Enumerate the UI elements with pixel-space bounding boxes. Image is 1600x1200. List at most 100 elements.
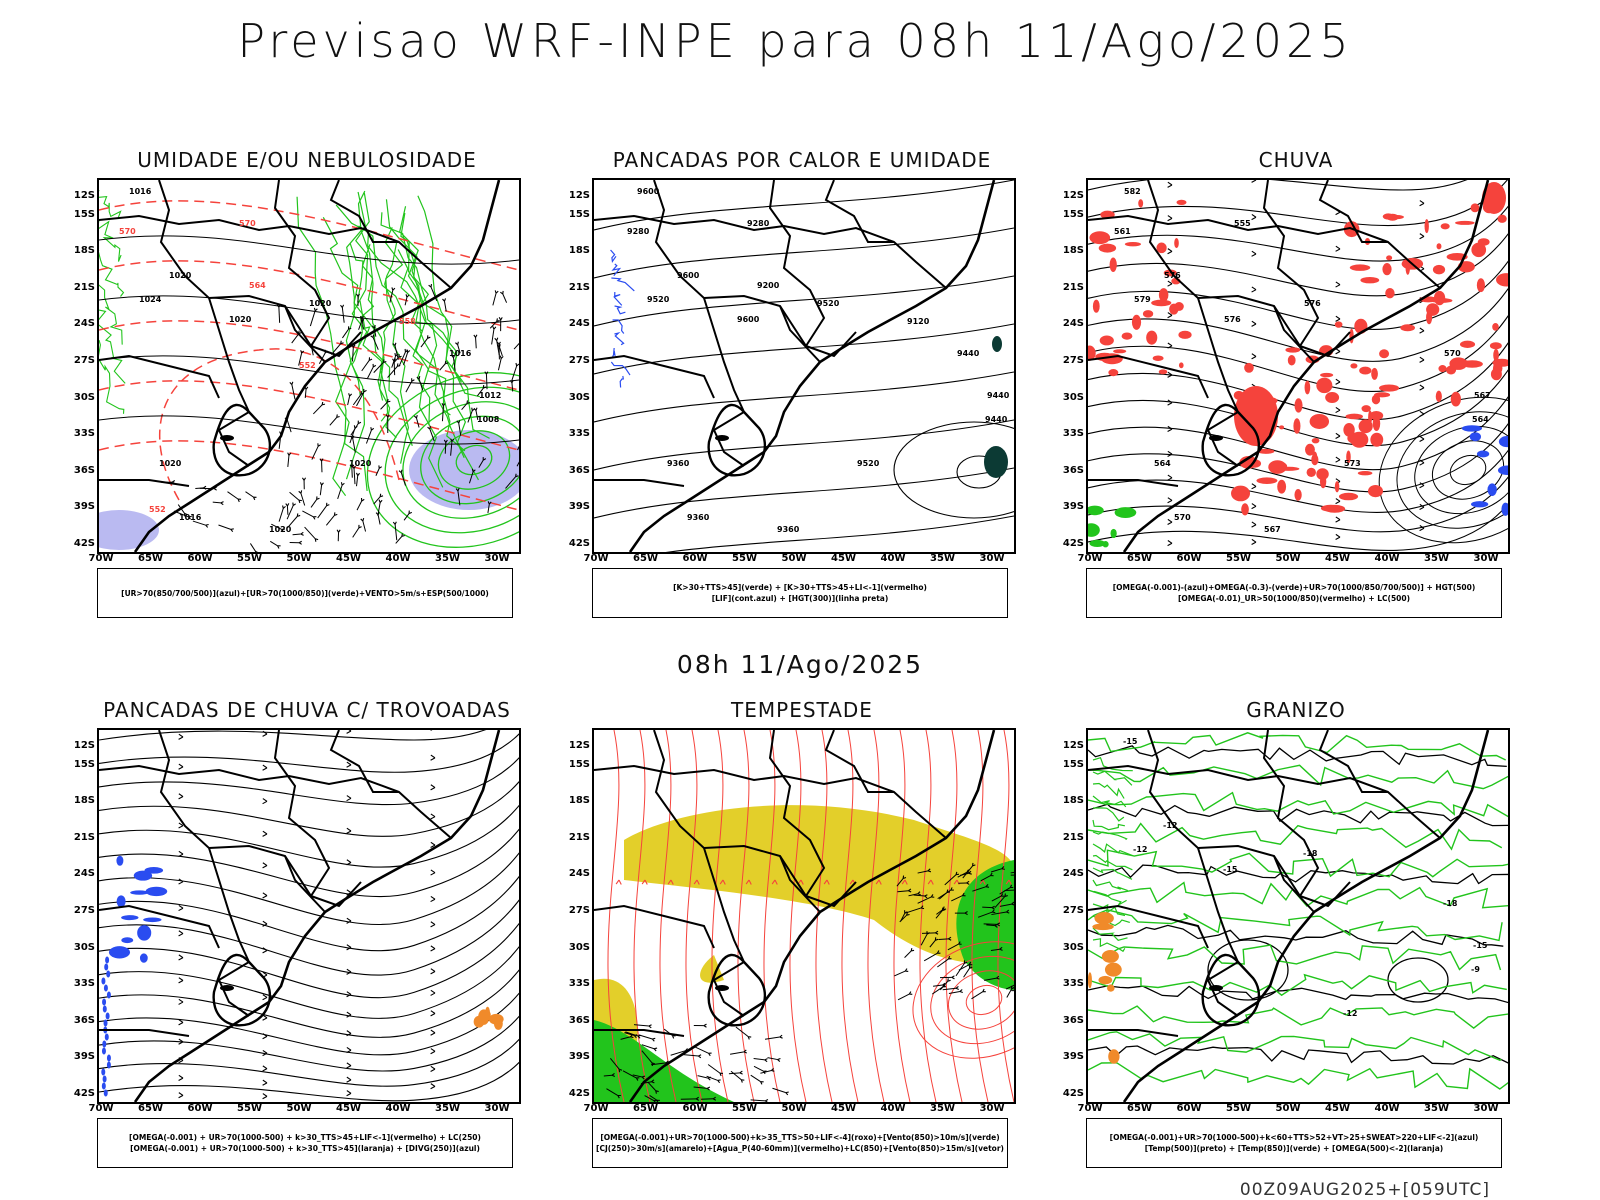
lat-tick-label: 42S bbox=[1062, 1088, 1084, 1099]
streamline-850 bbox=[737, 730, 755, 1102]
lon-tick-label: 30W bbox=[484, 1103, 510, 1114]
arrow-head bbox=[934, 937, 939, 941]
wind-vector bbox=[302, 510, 314, 518]
streamline bbox=[99, 852, 519, 925]
arrow-head bbox=[346, 1047, 352, 1054]
contour-label: 1016 bbox=[129, 187, 152, 196]
wind-vector bbox=[697, 1075, 709, 1079]
arrow-head bbox=[346, 944, 352, 951]
arrow-head bbox=[1251, 538, 1257, 546]
arrow-head bbox=[1004, 893, 1008, 897]
wind-vector bbox=[287, 455, 290, 468]
lat-tick-label: 24S bbox=[73, 868, 95, 880]
arrow-head bbox=[968, 961, 973, 966]
wind-vector bbox=[289, 491, 300, 501]
map-panel-pancadas-calor: 9600 9600 9520 9600 9520 9520 9440 9440 9440 9360… bbox=[592, 178, 1016, 554]
lat-tick-label: 24S bbox=[1062, 318, 1084, 330]
arrow-head bbox=[996, 975, 1000, 980]
lat-tick-label: 18S bbox=[73, 245, 95, 257]
wind-vector bbox=[441, 405, 444, 422]
contour-line bbox=[1092, 831, 1128, 841]
arrow-head bbox=[178, 904, 184, 912]
arrow-head bbox=[363, 388, 367, 393]
wind-vector bbox=[900, 913, 906, 922]
contour-line bbox=[1092, 938, 1126, 953]
lon-tick-label: 50W bbox=[781, 1103, 807, 1114]
arrow-head bbox=[910, 947, 915, 952]
arrow-head bbox=[651, 1037, 656, 1042]
arrow-head bbox=[178, 954, 184, 961]
arrow-head bbox=[203, 485, 207, 490]
precip-cell bbox=[130, 890, 149, 895]
arrow-head bbox=[346, 1090, 352, 1097]
country-border bbox=[310, 881, 362, 908]
arrow-head bbox=[1005, 879, 1012, 885]
streamline-850 bbox=[789, 730, 807, 1102]
contour-label: -18 bbox=[1443, 899, 1458, 908]
arrow-head bbox=[1335, 315, 1341, 322]
contour-line bbox=[1092, 867, 1133, 880]
wind-vector bbox=[403, 352, 409, 366]
divergence-cell bbox=[106, 991, 111, 999]
lat-tick-label: 21S bbox=[1062, 831, 1084, 843]
streamline bbox=[1088, 233, 1508, 297]
wind-vector bbox=[933, 984, 943, 987]
divergence-cell bbox=[101, 1082, 106, 1090]
contour-line bbox=[619, 375, 624, 388]
country-border bbox=[99, 904, 220, 949]
precip-cell bbox=[1489, 342, 1502, 350]
divergence-cell bbox=[102, 1075, 107, 1083]
arrow-head bbox=[719, 1072, 723, 1077]
wind-vector bbox=[750, 1074, 761, 1083]
arrow-head bbox=[712, 1096, 717, 1101]
precip-cell bbox=[1121, 332, 1133, 340]
arrow-head bbox=[473, 407, 478, 411]
contour-line bbox=[1092, 843, 1133, 857]
wind-vector bbox=[389, 290, 394, 303]
streamline bbox=[99, 781, 519, 837]
wind-vector bbox=[356, 500, 363, 511]
lon-tick-label: 30W bbox=[979, 1103, 1005, 1114]
precip-cell bbox=[1279, 425, 1285, 430]
arrow-head bbox=[740, 1079, 745, 1083]
cyclone-contour bbox=[930, 955, 1014, 1045]
wind-vector bbox=[352, 438, 356, 453]
wind-vector bbox=[644, 1095, 655, 1102]
precip-cell bbox=[1304, 380, 1311, 395]
contour-label: 1020 bbox=[229, 315, 252, 324]
arrow-head bbox=[285, 503, 290, 507]
lat-tick-label: 42S bbox=[1062, 538, 1084, 549]
country-border bbox=[208, 844, 312, 897]
arrow-head bbox=[178, 793, 184, 800]
streamline bbox=[1088, 287, 1508, 362]
wind-vector bbox=[458, 422, 462, 436]
lat-tick-label: 12S bbox=[73, 740, 95, 751]
precip-cell bbox=[1461, 425, 1483, 432]
arrow-head bbox=[739, 1070, 743, 1075]
country-border bbox=[594, 764, 895, 793]
thickness-contour bbox=[99, 260, 519, 331]
precip-cell bbox=[1334, 321, 1343, 328]
divergence-cell bbox=[106, 1061, 111, 1069]
temp500-contour bbox=[1207, 939, 1289, 1001]
arrow-head bbox=[413, 414, 418, 419]
country-border bbox=[779, 855, 821, 913]
precip-cell bbox=[1496, 273, 1508, 287]
arrow-head bbox=[326, 502, 330, 507]
precip-cell bbox=[1385, 287, 1395, 299]
arrow-head bbox=[1419, 459, 1425, 466]
uruguay-border bbox=[212, 403, 272, 477]
legend-line: [OMEGA(-0.001)+UR>70(1000-500)+k<60+TTS>… bbox=[1109, 1133, 1479, 1142]
lat-tick-label: 30S bbox=[568, 941, 590, 953]
arrow-head bbox=[999, 946, 1003, 951]
arrow-head bbox=[430, 1048, 436, 1055]
country-border bbox=[99, 764, 400, 793]
wind-vector bbox=[457, 490, 461, 506]
country-border bbox=[1088, 904, 1209, 949]
arrow-head bbox=[346, 1030, 352, 1037]
arrow-head bbox=[515, 362, 519, 367]
lat-tick-label: 27S bbox=[568, 355, 590, 366]
divergence-cell bbox=[106, 970, 111, 978]
uruguay-border bbox=[707, 403, 767, 477]
divergence-cell bbox=[101, 977, 106, 985]
